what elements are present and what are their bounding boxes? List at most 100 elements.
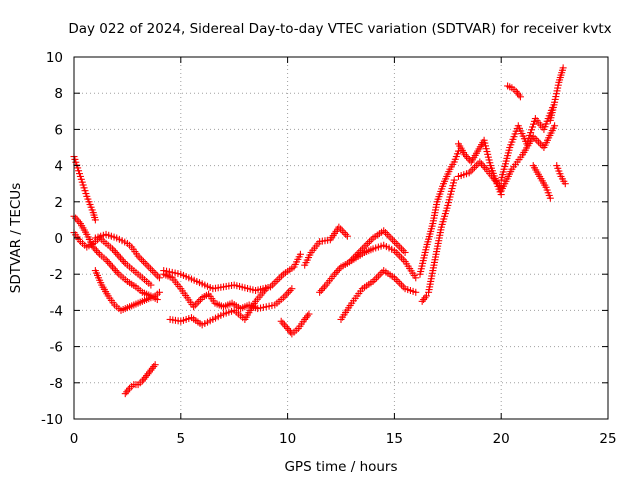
data-point: [276, 274, 284, 282]
data-point: [471, 163, 478, 171]
data-point: [112, 267, 120, 275]
data-point: [392, 239, 400, 247]
chart-title: Day 022 of 2024, Sidereal Day-to-day VTE…: [68, 21, 611, 37]
data-point: [479, 162, 487, 170]
data-point: [317, 286, 325, 294]
data-point: [155, 288, 163, 296]
data-point: [147, 281, 155, 289]
data-point: [481, 163, 489, 171]
data-point: [392, 248, 400, 256]
data-point: [365, 238, 373, 246]
y-tick-label: 0: [54, 231, 63, 247]
data-point: [477, 160, 485, 168]
data-point: [118, 256, 126, 264]
x-axis-label: GPS time / hours: [284, 459, 397, 475]
data-point: [136, 254, 144, 262]
data-point: [320, 283, 328, 291]
data-point: [422, 292, 430, 300]
data-point: [195, 297, 203, 305]
y-tick-label: -8: [50, 376, 63, 392]
data-point: [394, 277, 402, 285]
x-tick-label: 5: [177, 431, 186, 447]
data-point: [282, 323, 290, 331]
data-point: [107, 261, 115, 269]
data-point: [398, 245, 406, 253]
data-point: [385, 232, 393, 240]
data-point: [464, 154, 472, 162]
data-point: [412, 288, 420, 296]
data-point: [476, 158, 484, 166]
data-point: [338, 227, 346, 235]
data-point: [94, 248, 102, 256]
data-point: [279, 319, 287, 327]
data-point: [561, 180, 569, 188]
data-point: [546, 194, 554, 202]
data-point: [392, 276, 400, 284]
data-point: [152, 270, 160, 278]
data-point: [398, 281, 406, 289]
data-point: [155, 274, 163, 282]
data-point: [387, 234, 395, 242]
data-point: [141, 259, 149, 267]
data-point: [389, 236, 397, 244]
data-point: [196, 296, 204, 304]
data-point: [112, 248, 120, 256]
data-point: [535, 138, 543, 146]
data-point: [332, 268, 340, 276]
data-point: [154, 272, 162, 280]
data-point: [559, 64, 567, 72]
y-tick-label: -2: [50, 267, 63, 283]
y-axis-label: SDTVAR / TECUs: [8, 183, 24, 293]
data-point: [113, 250, 121, 258]
data-point: [72, 214, 80, 222]
x-tick-label: 10: [279, 431, 296, 447]
data-point: [116, 254, 124, 262]
data-point: [138, 256, 146, 264]
data-point: [270, 279, 278, 287]
data-point: [272, 277, 280, 285]
data-point: [120, 258, 128, 266]
data-point: [280, 321, 288, 329]
data-point: [284, 288, 292, 296]
data-point: [277, 317, 285, 325]
data-point: [394, 241, 402, 249]
data-point: [104, 258, 112, 266]
data-point: [316, 288, 324, 296]
data-point: [399, 247, 407, 255]
data-point: [277, 272, 285, 280]
y-tick-label: 8: [54, 86, 63, 102]
y-tick-label: 10: [46, 50, 63, 66]
data-point: [472, 162, 480, 170]
data-point: [396, 279, 404, 287]
data-point: [274, 276, 282, 284]
data-point: [401, 248, 409, 256]
data-point: [371, 276, 379, 284]
data-point: [110, 247, 118, 255]
data-point: [150, 268, 158, 276]
data-point: [396, 252, 404, 260]
data-point: [139, 258, 147, 266]
data-point: [151, 361, 159, 369]
data-point: [343, 232, 351, 240]
data-point: [92, 247, 100, 255]
data-point: [373, 274, 381, 282]
data-point: [469, 165, 477, 173]
data-point: [390, 238, 398, 246]
data-point: [334, 267, 342, 275]
data-point: [533, 136, 541, 144]
data-point: [364, 239, 372, 247]
data-point: [536, 140, 544, 148]
x-tick-label: 15: [386, 431, 403, 447]
data-point: [115, 252, 123, 260]
x-tick-label: 25: [599, 431, 616, 447]
data-point: [145, 263, 153, 271]
data-point: [148, 267, 156, 275]
data-point: [516, 93, 524, 101]
data-point: [193, 299, 201, 307]
data-point: [319, 285, 327, 293]
data-point: [367, 236, 375, 244]
data-point: [382, 229, 389, 237]
data-point: [283, 290, 291, 298]
data-point: [73, 216, 81, 224]
data-point: [305, 310, 313, 318]
